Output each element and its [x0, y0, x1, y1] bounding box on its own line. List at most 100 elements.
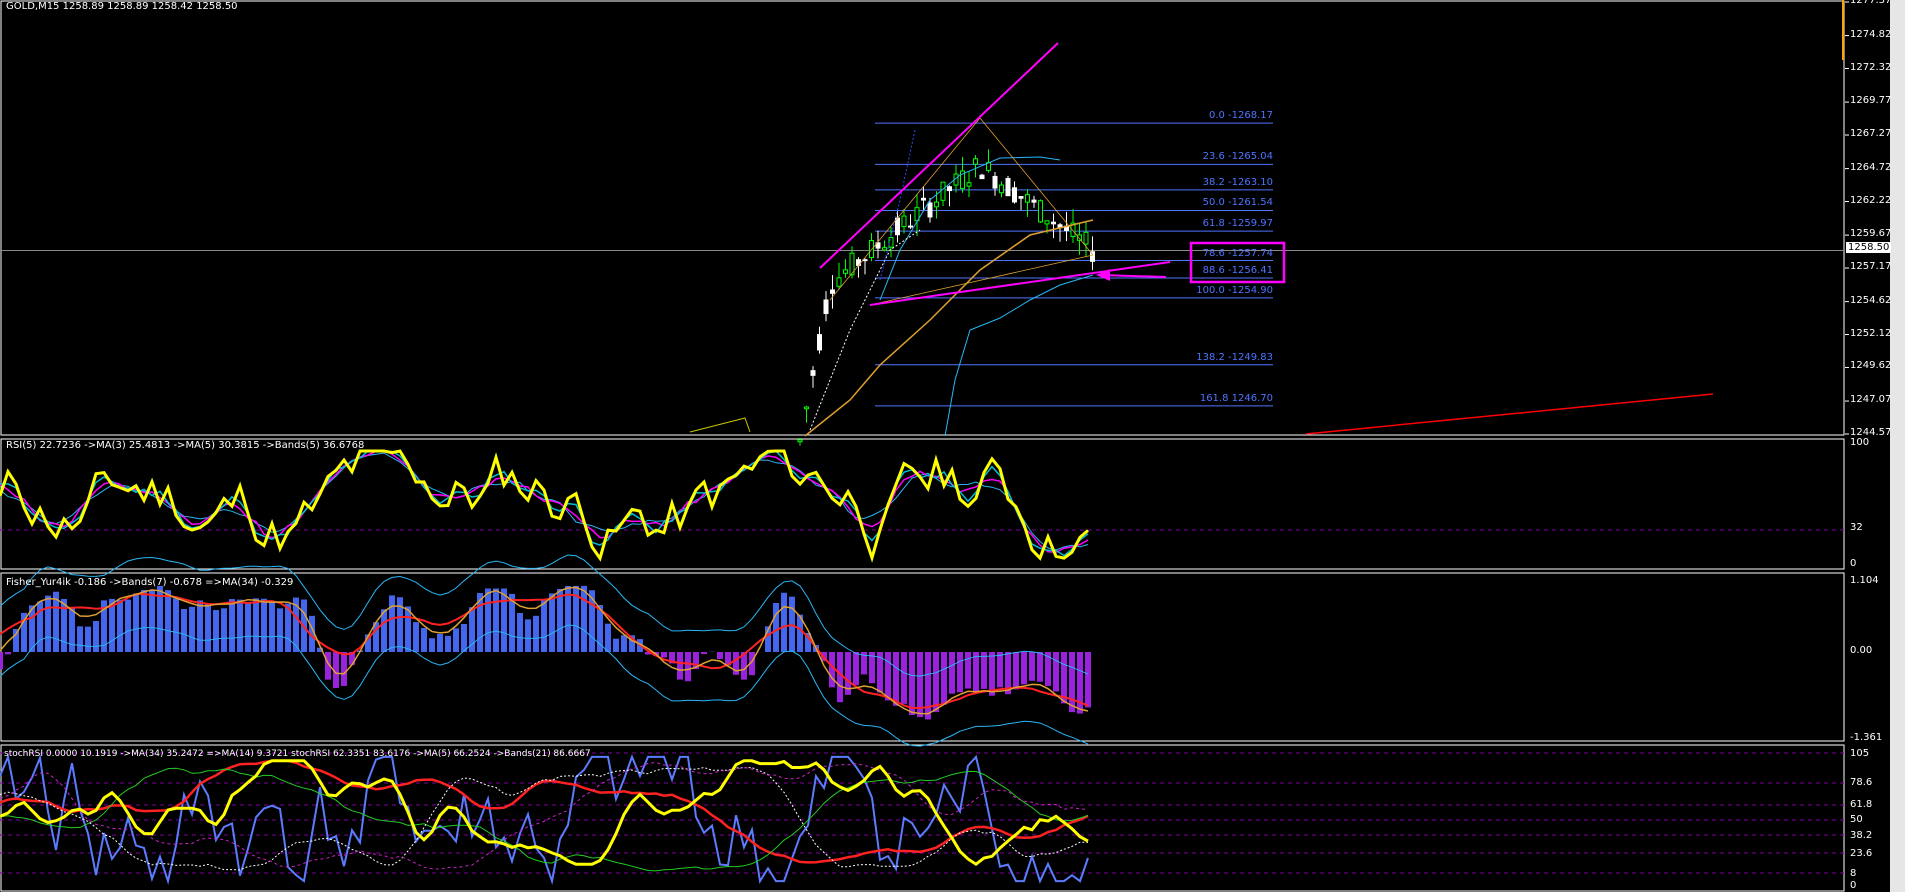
fisher-bar — [389, 595, 395, 652]
fisher-bar — [373, 622, 379, 652]
fisher-axis-max: 1.104 — [1850, 575, 1879, 586]
candle-body — [1070, 222, 1076, 237]
fisher-bar — [925, 652, 931, 720]
candle-body — [921, 197, 926, 201]
fisher-bar — [557, 588, 563, 652]
fisher-bar — [805, 632, 811, 652]
price-axis-label: 1257.17 — [1850, 261, 1892, 273]
candle-body — [817, 334, 822, 351]
fisher-bar — [1069, 652, 1075, 713]
fisher-bar — [29, 605, 35, 652]
fisher-bar — [253, 598, 259, 652]
fisher-bar — [325, 652, 331, 680]
fib-level-label: 38.2 -1263.10 — [1202, 176, 1273, 188]
candle-body — [849, 252, 855, 276]
candle-body — [1018, 196, 1024, 199]
fisher-bar — [517, 613, 523, 652]
fisher-bar — [5, 652, 11, 655]
fisher-bar — [733, 652, 739, 675]
fisher-bar — [773, 603, 779, 652]
fisher-bar — [277, 608, 283, 652]
fib-level-label: 0.0 -1268.17 — [1208, 110, 1273, 122]
fisher-bar — [693, 652, 699, 670]
fisher-bar — [669, 652, 675, 664]
fisher-bar — [597, 605, 603, 652]
fisher-bar — [933, 652, 939, 713]
candle-body — [823, 299, 829, 315]
fisher-bar — [605, 623, 611, 652]
price-axis-label: 1264.72 — [1850, 161, 1892, 173]
fisher-bar — [877, 652, 883, 693]
fisher-bar — [445, 635, 451, 652]
fisher-bar — [149, 589, 155, 652]
fisher-bar — [309, 615, 315, 652]
fisher-bar — [981, 652, 987, 689]
candle-body — [797, 439, 803, 443]
red-trendline — [1305, 393, 1714, 435]
fisher-bar — [949, 652, 955, 694]
price-axis-label: 1267.27 — [1850, 128, 1892, 140]
fib-level-label: 138.2 -1249.83 — [1196, 351, 1273, 363]
price-axis-label: 1274.82 — [1850, 28, 1892, 40]
price-axis-label: 1254.62 — [1850, 294, 1892, 306]
candle-body — [836, 277, 842, 287]
fisher-bar — [101, 600, 107, 652]
fisher-bar — [413, 622, 419, 652]
fisher-bar — [437, 633, 443, 652]
candle-body — [934, 201, 939, 208]
fisher-bar — [61, 598, 67, 652]
fisher-bar — [453, 628, 459, 652]
fisher-band-lower — [0, 624, 1089, 747]
fisher-bar — [853, 652, 859, 686]
price-axis-label: 1244.57 — [1850, 426, 1892, 438]
fisher-bar — [109, 598, 115, 652]
fisher-bar — [381, 609, 387, 652]
fisher-bar — [1061, 652, 1067, 704]
fisher-bar — [645, 652, 651, 655]
price-axis-label: 1269.77 — [1850, 95, 1892, 107]
price-axis-label: 1262.22 — [1850, 194, 1892, 206]
fisher-bar — [237, 599, 243, 652]
candle-body — [1012, 187, 1017, 203]
price-axis-label: 1247.07 — [1850, 394, 1892, 406]
stochrsi-title: stochRSI 0.0000 10.1919 ->MA(34) 35.2472… — [4, 749, 591, 759]
zigzag-pattern — [829, 117, 1094, 306]
fisher-bar — [549, 593, 555, 652]
fisher-bar — [85, 626, 91, 652]
candle-body — [908, 225, 913, 228]
window-margin — [1890, 0, 1905, 892]
fisher-bar — [493, 588, 499, 652]
fisher-bar — [1021, 652, 1027, 685]
fisher-bar — [885, 652, 891, 701]
fisher-bar — [469, 607, 475, 652]
fisher-bar — [869, 652, 875, 684]
fisher-signal — [0, 586, 1089, 715]
fisher-bar — [429, 638, 435, 652]
fisher-bar — [573, 585, 579, 652]
candle-body — [895, 217, 900, 236]
fisher-bar — [613, 638, 619, 652]
fib-level-label: 61.8 -1259.97 — [1202, 218, 1273, 230]
dotted-ma — [809, 229, 921, 431]
fisher-bar — [629, 635, 635, 652]
fisher-bar — [53, 591, 59, 652]
fisher-bar — [477, 592, 483, 652]
candle-body — [992, 175, 998, 189]
rsi-band — [0, 452, 1089, 551]
zigzag-line — [689, 417, 751, 433]
stoch-axis-105: 105 — [1850, 748, 1870, 759]
fisher-bar — [701, 652, 707, 655]
panel-frame — [0, 0, 1845, 436]
fisher-bar — [525, 619, 531, 652]
stoch-axis-78: 78.6 — [1850, 777, 1873, 788]
stoch-axis-0: 0 — [1850, 880, 1857, 891]
candle-body — [1090, 251, 1095, 262]
fisher-bar — [93, 621, 99, 652]
fisher-bar — [837, 652, 843, 703]
price-axis-label: 1259.67 — [1850, 228, 1892, 240]
fisher-bar — [461, 624, 467, 652]
fisher-bar — [845, 652, 851, 695]
rsi-line — [0, 449, 1089, 563]
fisher-bar — [677, 652, 683, 680]
